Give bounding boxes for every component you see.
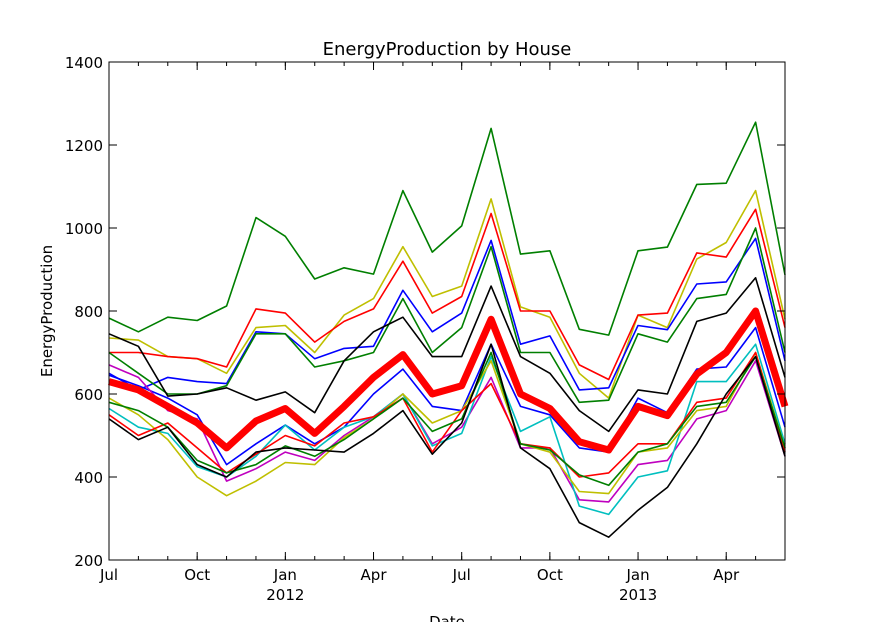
y-tick-label: 1000 (65, 220, 103, 238)
series-layer (108, 121, 789, 539)
y-tick-label: 600 (74, 386, 103, 404)
axes: 200 400 600 800 1000 1200 1400 Jul Oct Jan 2012 Apr… (65, 54, 786, 604)
series-line-3 (108, 237, 786, 391)
series-line-0 (108, 121, 786, 336)
y-axis-label: EnergyProduction (38, 245, 56, 377)
series-line-9 (108, 351, 786, 497)
series-line-2 (109, 208, 786, 381)
series-line-10 (108, 351, 786, 478)
x-tick-label: Jan (273, 566, 297, 584)
x-tick-label: Oct (184, 566, 210, 584)
y-tick-label: 800 (74, 303, 103, 321)
series-line-4 (108, 227, 786, 404)
y-tick-label: 1400 (65, 54, 103, 72)
chart-title: EnergyProduction by House (323, 39, 572, 60)
y-tick-label: 400 (74, 469, 103, 487)
y-tick-label: 200 (74, 552, 103, 570)
x-tick-label: Jan (625, 566, 649, 584)
x-tick-year-label: 2012 (266, 586, 304, 604)
x-tick-label: Apr (713, 566, 740, 584)
x-tick-year-label: 2013 (619, 586, 657, 604)
x-axis-label: Date (429, 613, 465, 622)
x-tick-label: Apr (361, 566, 388, 584)
x-tick-label: Oct (537, 566, 563, 584)
series-line-12 (108, 343, 786, 539)
series-line-5 (108, 276, 786, 433)
series-line-11 (108, 351, 786, 487)
y-tick-label: 1200 (65, 137, 103, 155)
series-line-mean (108, 307, 789, 454)
series-line-1 (108, 189, 786, 399)
x-tick-label: Jul (99, 566, 118, 584)
x-tick-label: Jul (452, 566, 471, 584)
series-line-8 (108, 343, 786, 516)
